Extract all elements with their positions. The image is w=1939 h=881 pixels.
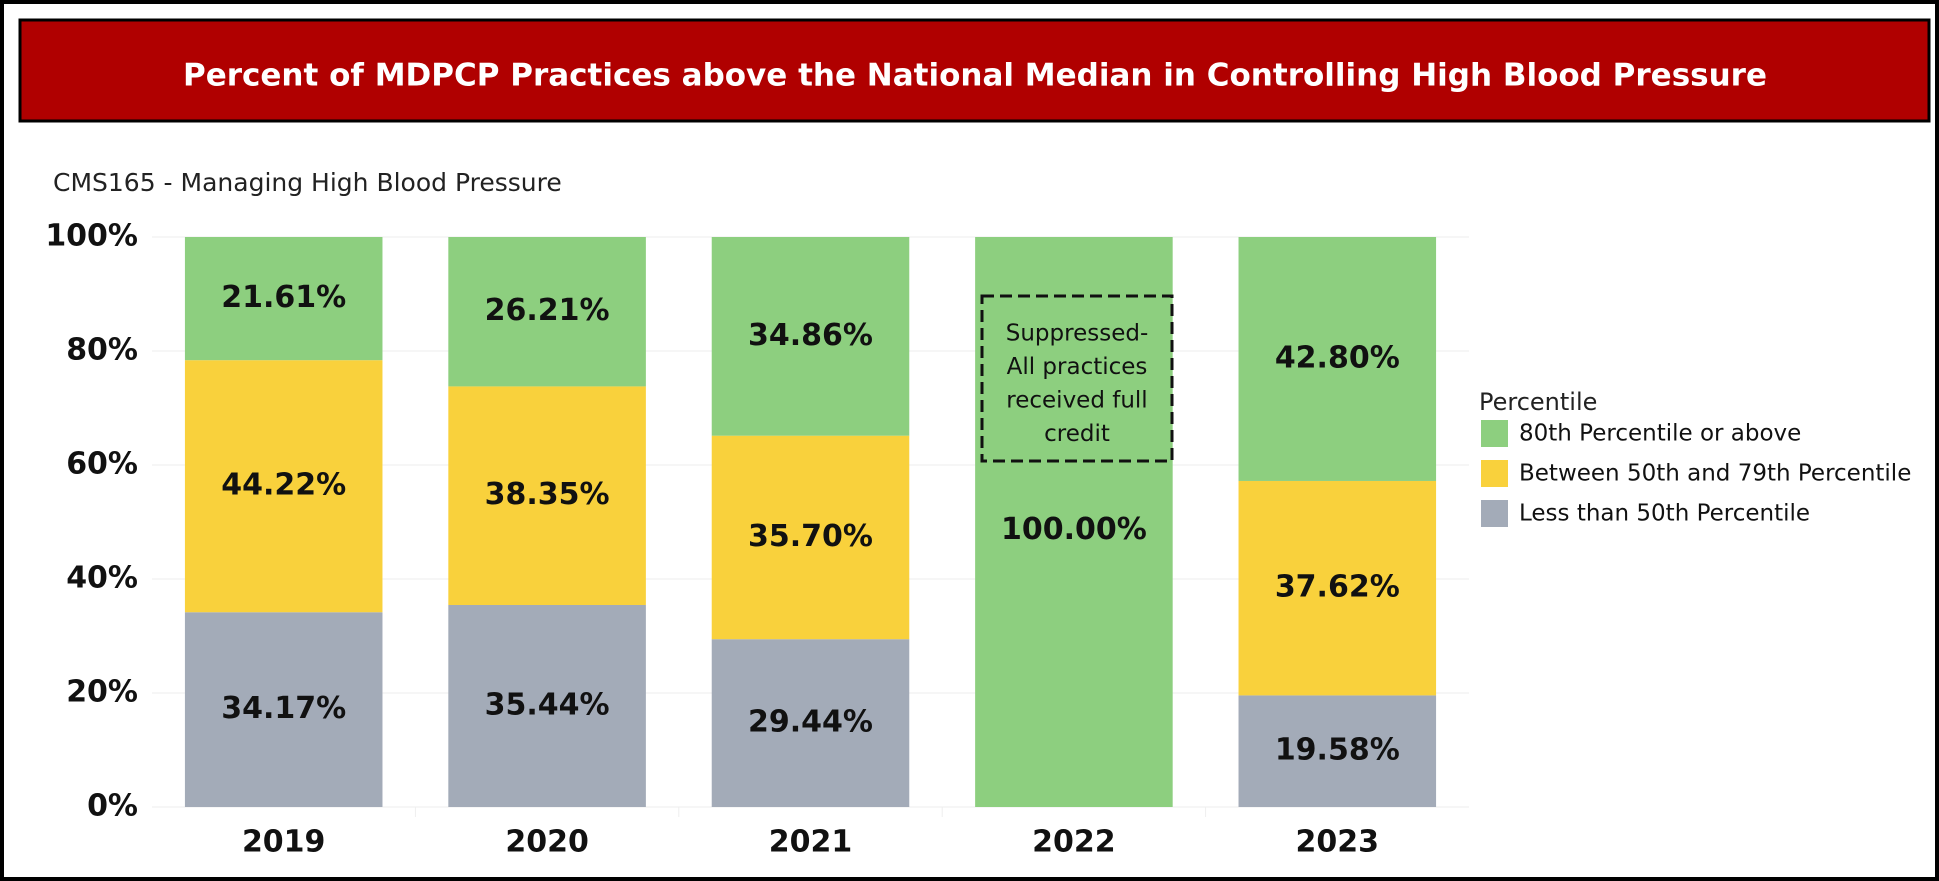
- bar-segment: [448, 237, 646, 387]
- data-label: 29.44%: [748, 705, 873, 740]
- annotation-text: received full: [1006, 388, 1147, 414]
- data-label: 100.00%: [1001, 512, 1147, 547]
- legend-swatch: [1481, 460, 1508, 487]
- y-tick-label: 60%: [66, 447, 138, 482]
- annotation-text: credit: [1044, 421, 1110, 447]
- bar-segment: [711, 639, 910, 807]
- bar-segment: [448, 604, 646, 807]
- data-label: 38.35%: [485, 477, 610, 512]
- x-tick-label: 2019: [242, 825, 326, 860]
- data-label: 44.22%: [221, 468, 346, 503]
- data-label: 35.70%: [748, 519, 873, 554]
- data-label: 19.58%: [1275, 733, 1400, 768]
- legend-swatch: [1481, 420, 1508, 447]
- y-tick-label: 20%: [66, 675, 138, 710]
- title-banner: [18, 18, 1931, 123]
- legend-swatch: [1481, 500, 1508, 527]
- data-label: 35.44%: [485, 687, 610, 722]
- y-tick-label: 100%: [45, 219, 138, 254]
- x-tick-label: 2021: [769, 825, 853, 860]
- data-label: 37.62%: [1275, 570, 1400, 605]
- bar-segment: [711, 237, 910, 436]
- bar-segment: [1238, 237, 1437, 481]
- y-tick-label: 80%: [66, 333, 138, 368]
- data-label: 26.21%: [485, 293, 610, 328]
- bar-segment: [184, 612, 383, 807]
- y-tick-label: 0%: [87, 789, 138, 824]
- data-label: 42.80%: [1275, 340, 1400, 375]
- legend-label: 80th Percentile or above: [1519, 421, 1801, 447]
- x-tick-label: 2020: [505, 825, 589, 860]
- data-label: 21.61%: [221, 280, 346, 315]
- x-tick-label: 2023: [1296, 825, 1380, 860]
- annotation-text: Suppressed-: [1006, 321, 1149, 347]
- bar-segment: [1238, 695, 1437, 807]
- legend-title: Percentile: [1479, 388, 1597, 416]
- bar-segment: [184, 360, 383, 613]
- data-label: 34.86%: [748, 318, 873, 353]
- bar-segment: [711, 435, 910, 640]
- data-label: 34.17%: [221, 691, 346, 726]
- annotation-text: All practices: [1007, 354, 1148, 380]
- subtitle: CMS165 - Managing High Blood Pressure: [53, 168, 562, 197]
- bar-segment: [1238, 480, 1437, 696]
- legend-label: Less than 50th Percentile: [1519, 501, 1810, 527]
- x-tick-label: 2022: [1032, 825, 1116, 860]
- chart-title: Percent of MDPCP Practices above the Nat…: [183, 58, 1767, 94]
- bar-segment: [975, 237, 1173, 807]
- y-tick-label: 40%: [66, 561, 138, 596]
- annotation-box: [980, 294, 1174, 463]
- legend-label: Between 50th and 79th Percentile: [1519, 461, 1911, 487]
- bar-segment: [184, 237, 383, 361]
- bar-segment: [448, 386, 646, 605]
